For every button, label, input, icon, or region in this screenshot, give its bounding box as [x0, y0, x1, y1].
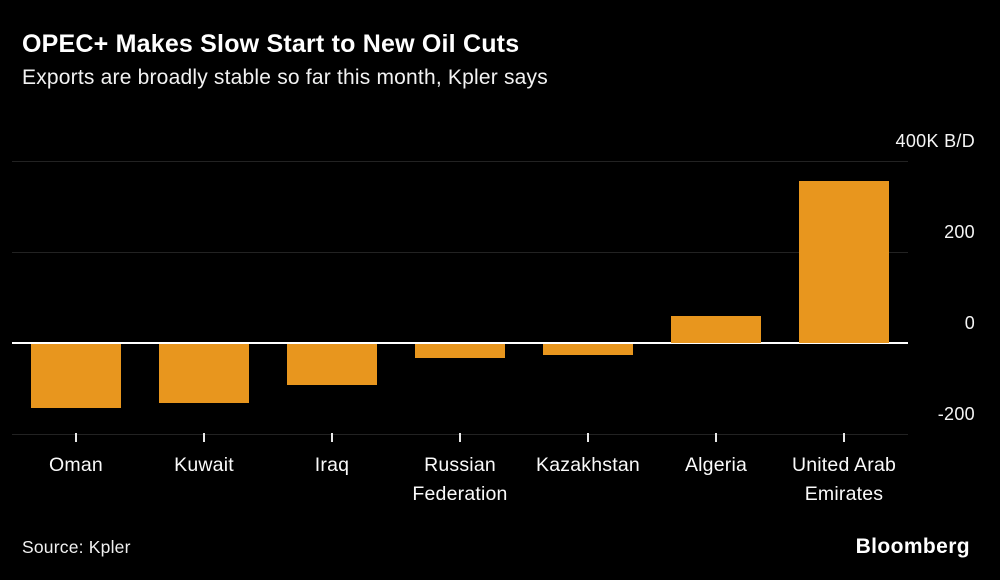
x-axis-tick: [331, 433, 333, 442]
y-axis-label: -200: [937, 404, 975, 424]
bar: [287, 344, 377, 385]
bar: [31, 344, 121, 408]
y-axis-label: 400K B/D: [895, 131, 975, 151]
x-axis-label: Algeria: [684, 454, 748, 476]
x-axis-label: Kazakhstan: [536, 454, 640, 476]
bar: [799, 181, 889, 343]
zero-axis-line: [12, 342, 908, 344]
x-axis-label: Iraq: [314, 454, 350, 476]
bar: [543, 344, 633, 356]
x-axis-label: Kuwait: [174, 454, 234, 476]
x-axis-tick: [715, 433, 717, 442]
x-axis-tick: [75, 433, 77, 442]
x-axis-label: Russian Federation: [412, 454, 508, 505]
bar: [159, 344, 249, 404]
x-axis-tick: [459, 433, 461, 442]
chart-title: OPEC+ Makes Slow Start to New Oil Cuts: [22, 30, 520, 58]
y-axis-label: 0: [964, 313, 975, 333]
chart-subtitle: Exports are broadly stable so far this m…: [22, 66, 548, 89]
bar: [415, 344, 505, 358]
x-axis-tick: [203, 433, 205, 442]
y-axis-label: 200: [944, 222, 975, 242]
x-axis-tick: [843, 433, 845, 442]
x-axis-label: United Arab Emirates: [791, 454, 897, 505]
gridline: [12, 252, 908, 253]
bar: [671, 315, 761, 343]
x-axis-tick: [587, 433, 589, 442]
x-axis-label: Oman: [49, 454, 103, 476]
bloomberg-logo: Bloomberg: [855, 535, 970, 558]
source-note: Source: Kpler: [22, 537, 131, 557]
gridline: [12, 161, 908, 162]
